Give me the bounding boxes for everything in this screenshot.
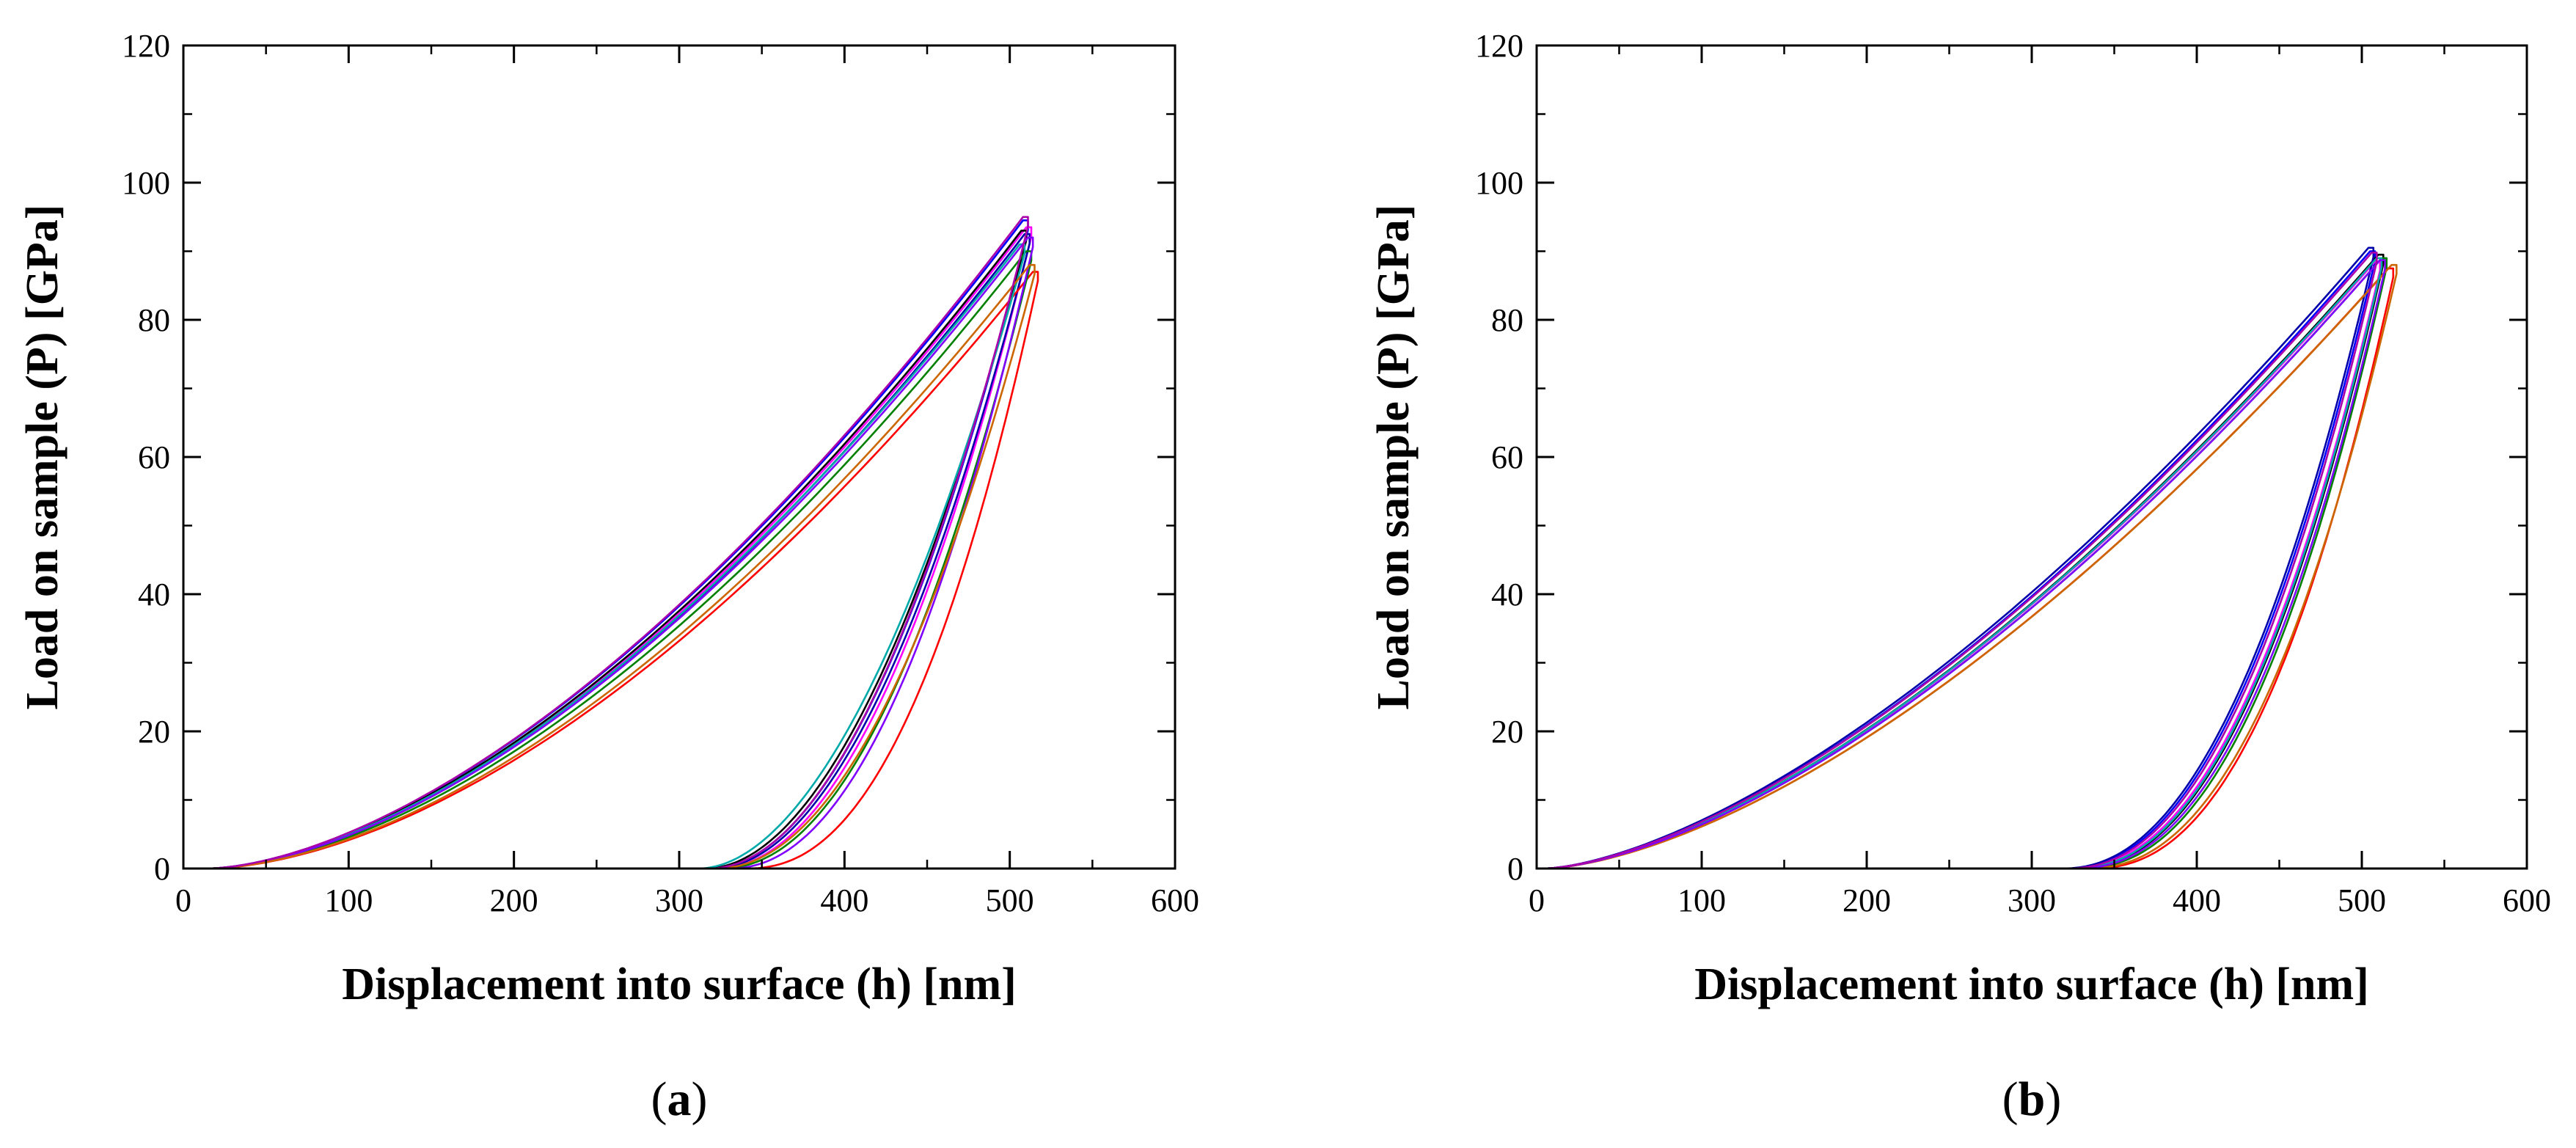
panel-label-letter: a — [667, 1072, 692, 1126]
series-line-curve-7 — [1545, 263, 2398, 870]
y-tick-label: 40 — [138, 577, 170, 613]
series-line-curve-9 — [1545, 259, 2386, 870]
series-line-curve-8 — [1545, 257, 2383, 870]
chart-panel-b: 0 100 200 300 400 500 600 0 20 40 60 80 100 120 Displa… — [1369, 28, 2551, 1126]
y-tick-label: 60 — [138, 439, 170, 475]
panel-label: (b) — [2002, 1072, 2062, 1126]
y-axis: 0 20 40 60 80 100 120 — [122, 28, 1175, 887]
x-tick-label: 500 — [986, 882, 1034, 918]
x-tick-label: 300 — [655, 882, 703, 918]
x-tick-label: 200 — [1843, 882, 1891, 918]
x-tick-label: 300 — [2008, 882, 2056, 918]
y-tick-label: 40 — [1491, 577, 1523, 613]
x-axis-title: Displacement into surface (h) [nm] — [342, 959, 1017, 1009]
y-axis-title: Load on sample (P) [GPa] — [1369, 205, 1419, 710]
y-tick-label: 60 — [1491, 439, 1523, 475]
x-tick-label: 600 — [1151, 882, 1199, 918]
y-tick-label: 0 — [154, 851, 170, 887]
series-line-curve-5 — [208, 271, 1039, 870]
series-line-curve-9 — [208, 263, 1036, 870]
x-tick-label: 400 — [2173, 882, 2221, 918]
y-tick-label: 20 — [1491, 714, 1523, 750]
y-axis: 0 20 40 60 80 100 120 — [1475, 28, 2527, 887]
y-tick-label: 100 — [122, 165, 170, 201]
y-axis-title: Load on sample (P) [GPa] — [18, 205, 67, 710]
y-tick-label: 120 — [1475, 28, 1523, 64]
y-tick-label: 120 — [122, 28, 170, 64]
panel-label-open: ( — [2002, 1072, 2019, 1126]
y-tick-label: 20 — [138, 714, 170, 750]
x-tick-label: 500 — [2338, 882, 2386, 918]
chart-panel-a: 0 100 200 300 400 500 600 0 20 40 60 80 100 120 Displa… — [18, 28, 1199, 1126]
panel-label: (a) — [651, 1072, 708, 1126]
y-tick-label: 0 — [1507, 851, 1523, 887]
data-curves — [208, 216, 1039, 870]
series-line-curve-8 — [208, 236, 1034, 870]
panel-label-close: ) — [692, 1072, 708, 1126]
panel-label-open: ( — [651, 1072, 667, 1126]
x-tick-label: 100 — [324, 882, 373, 918]
x-axis: 0 100 200 300 400 500 600 — [1529, 45, 2551, 918]
panel-label-close: ) — [2045, 1072, 2061, 1126]
panel-label-letter: b — [2019, 1072, 2046, 1126]
x-tick-label: 0 — [1529, 882, 1545, 918]
series-line-curve-7 — [208, 243, 1026, 870]
series-line-curve-10 — [208, 216, 1029, 870]
y-tick-label: 80 — [138, 302, 170, 338]
x-tick-label: 0 — [175, 882, 191, 918]
x-tick-label: 400 — [820, 882, 868, 918]
x-tick-label: 100 — [1677, 882, 1726, 918]
y-tick-label: 100 — [1475, 165, 1523, 201]
x-axis: 0 100 200 300 400 500 600 — [175, 45, 1199, 918]
x-tick-label: 600 — [2503, 882, 2551, 918]
x-axis-title: Displacement into surface (h) [nm] — [1694, 959, 2369, 1009]
x-tick-label: 200 — [490, 882, 538, 918]
y-tick-label: 80 — [1491, 302, 1523, 338]
data-curves — [1545, 246, 2398, 870]
series-line-curve-10 — [1545, 252, 2378, 870]
